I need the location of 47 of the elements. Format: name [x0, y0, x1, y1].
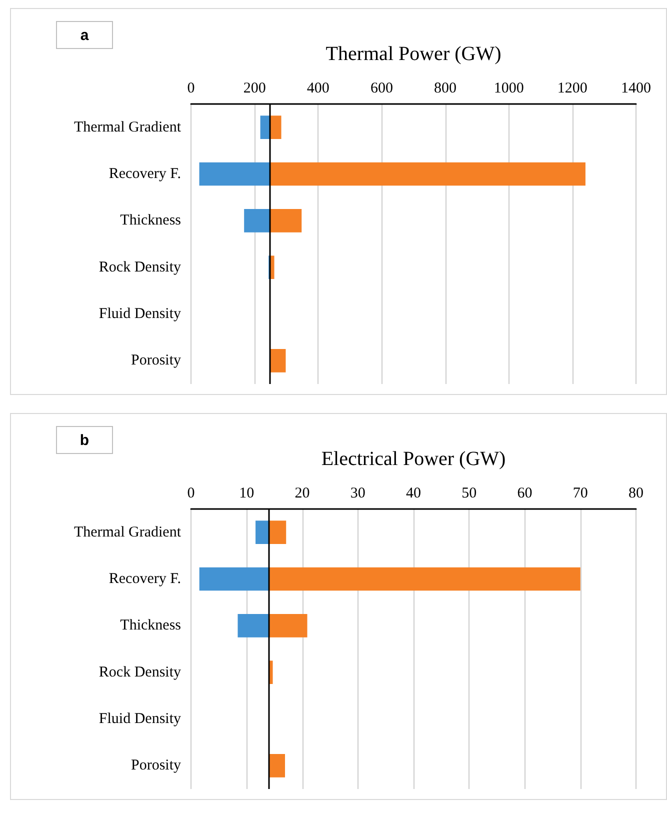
- x-tick-label: 1400: [621, 80, 651, 96]
- y-tick-label: Thermal Gradient: [74, 119, 182, 136]
- x-axis-title: Electrical Power (GW): [321, 448, 506, 470]
- y-tick-label: Porosity: [130, 352, 182, 369]
- bar: [270, 162, 586, 186]
- y-tick-label: Fluid Density: [98, 711, 182, 727]
- x-tick-label: 80: [628, 486, 644, 502]
- x-tick-label: 200: [243, 80, 266, 96]
- x-tick-label: 20: [294, 486, 310, 502]
- y-tick-label: Rock Density: [98, 259, 182, 276]
- y-tick-label: Fluid Density: [98, 306, 182, 322]
- x-tick-label: 70: [572, 486, 588, 502]
- bar: [268, 754, 286, 778]
- x-tick-label: 30: [350, 486, 366, 502]
- y-tick-label: Thermal Gradient: [74, 524, 182, 540]
- bar: [268, 614, 308, 638]
- x-tick-label: 600: [370, 80, 393, 96]
- y-tick-label: Thickness: [120, 212, 182, 229]
- bar: [199, 162, 270, 186]
- bar: [270, 209, 302, 232]
- bar: [268, 520, 286, 544]
- text: a: [80, 27, 90, 44]
- x-tick-label: 1000: [494, 80, 524, 96]
- y-tick-label: Recovery F.: [108, 166, 181, 182]
- y-tick-label: Thickness: [120, 618, 182, 634]
- bar: [268, 567, 580, 591]
- bar: [270, 349, 286, 372]
- x-tick-label: 0: [187, 486, 195, 502]
- bar: [270, 116, 282, 139]
- x-tick-label: 50: [462, 486, 477, 502]
- x-tick-label: 10: [239, 486, 254, 502]
- x-axis-title: Thermal Power (GW): [326, 43, 502, 65]
- y-tick-label: Recovery F.: [108, 571, 181, 587]
- bar: [256, 520, 269, 544]
- x-tick-label: 1200: [557, 80, 588, 96]
- bar: [199, 567, 269, 591]
- x-tick-label: 40: [406, 486, 421, 502]
- bar: [244, 209, 270, 232]
- text: b: [80, 432, 90, 449]
- x-tick-label: 0: [187, 80, 195, 96]
- y-tick-label: Rock Density: [98, 664, 182, 680]
- x-tick-label: 400: [306, 80, 330, 96]
- x-tick-label: 800: [434, 80, 457, 96]
- y-tick-label: Porosity: [130, 758, 182, 774]
- x-tick-label: 60: [517, 486, 532, 502]
- bar: [238, 614, 269, 638]
- bar: [260, 116, 270, 139]
